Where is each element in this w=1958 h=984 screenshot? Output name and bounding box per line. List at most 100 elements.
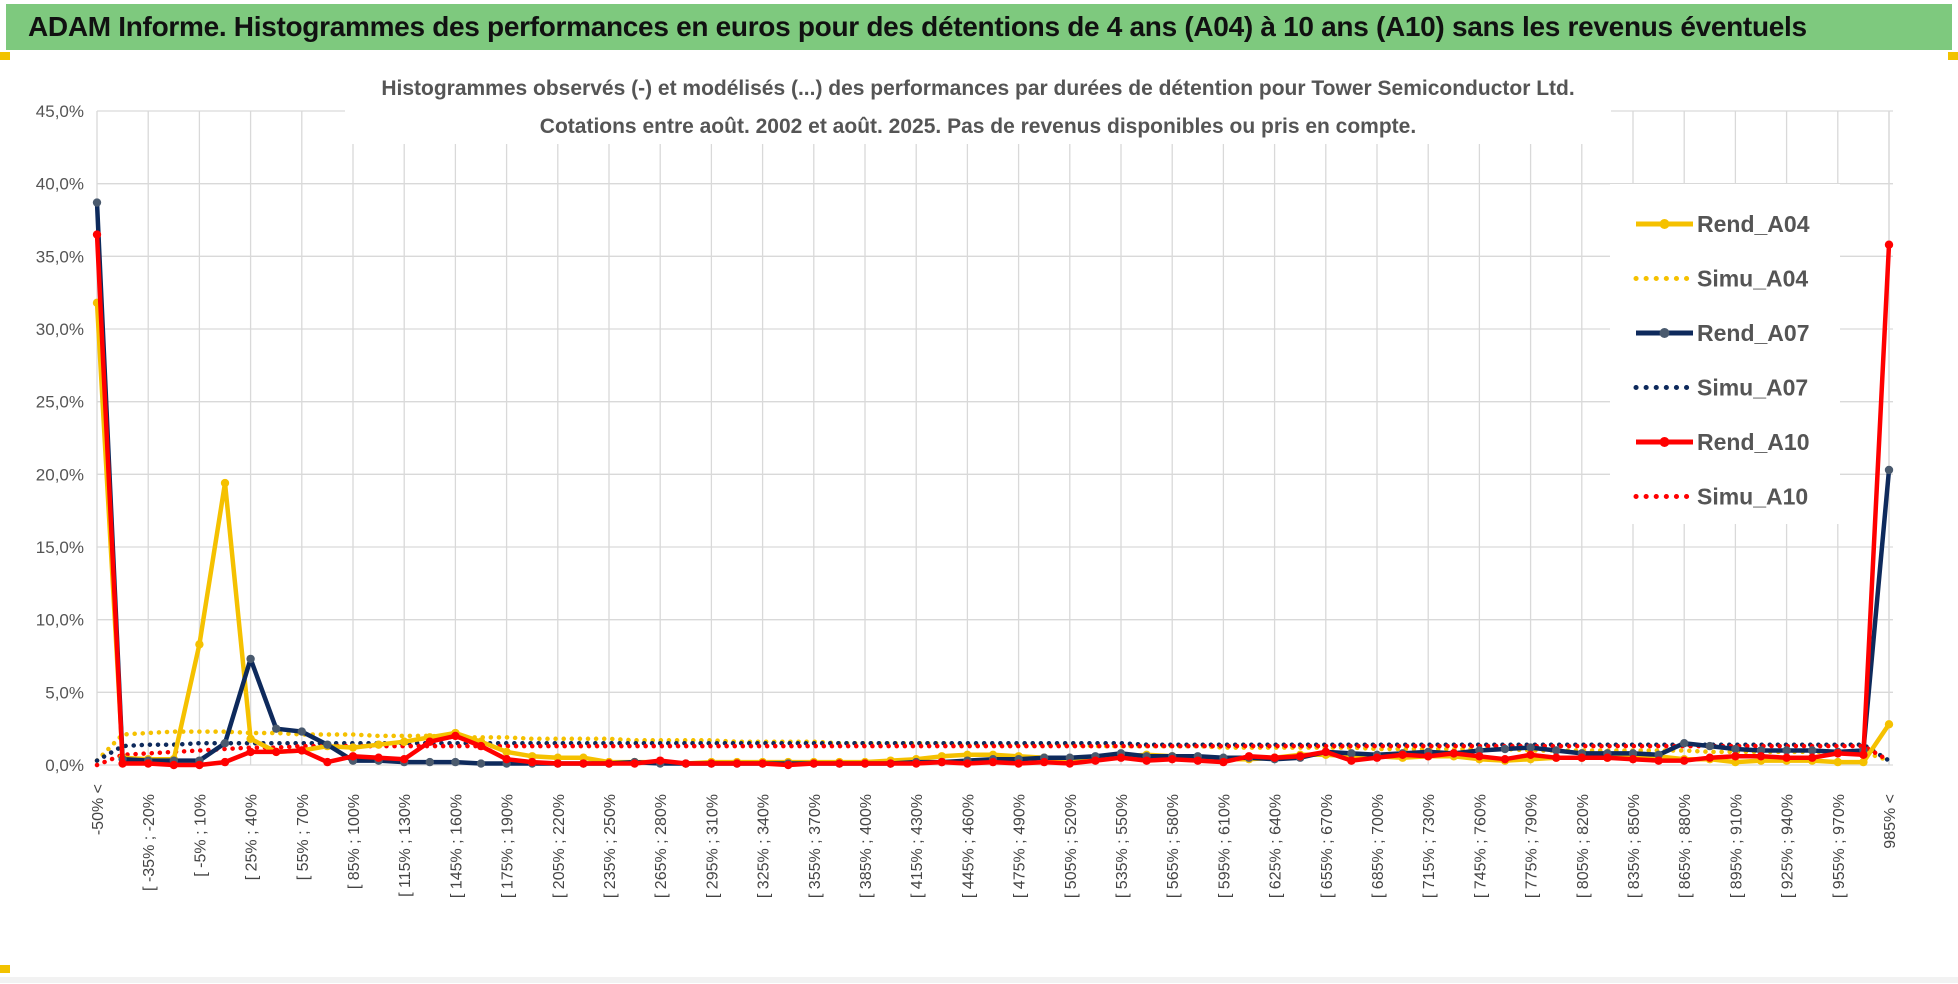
legend-background (1610, 184, 1840, 524)
data-point (400, 737, 409, 746)
data-point (912, 759, 921, 768)
data-point (1731, 757, 1740, 767)
data-point (784, 760, 793, 770)
legend-label: Rend_A10 (1697, 429, 1809, 455)
data-point (1193, 756, 1203, 765)
data-point (528, 757, 537, 767)
data-point (323, 757, 332, 767)
data-point (425, 737, 434, 746)
data-point (553, 753, 562, 762)
series-line-simu-a07 (94, 740, 1892, 763)
data-point (1065, 753, 1075, 762)
data-point (1398, 750, 1407, 760)
data-point (169, 760, 178, 770)
data-point (220, 478, 230, 488)
data-point (476, 741, 486, 751)
data-point (1782, 753, 1791, 762)
data-point (425, 757, 434, 767)
data-point (656, 756, 665, 765)
y-tick-label: 35,0% (36, 247, 84, 266)
x-tick-label: [ 265% ; 280% (653, 794, 670, 898)
y-tick-label: 5,0% (45, 683, 84, 702)
data-point (937, 752, 946, 761)
y-tick-label: 15,0% (36, 538, 84, 557)
data-point (297, 746, 306, 755)
data-point (374, 753, 383, 762)
x-tick-label: [ 115% ; 130% (397, 794, 414, 897)
legend-label: Simu_A10 (1697, 484, 1808, 510)
x-tick-label: [ 55% ; 70% (295, 794, 312, 880)
data-point (195, 640, 204, 649)
chart-area: Histogrammes observés (-) et modélisés (… (0, 54, 1958, 979)
x-tick-label: [ 235% ; 250% (602, 794, 619, 898)
data-point (502, 754, 511, 764)
title-background (345, 68, 1611, 144)
series-line-simu-a10 (94, 743, 1892, 768)
data-point (1014, 759, 1023, 768)
data-point (1040, 757, 1049, 767)
x-tick-label: [ 655% ; 670% (1319, 794, 1336, 898)
data-point (1756, 752, 1766, 761)
corner-mark (0, 965, 10, 973)
data-point (476, 759, 486, 768)
data-point (988, 757, 998, 767)
chart-subtitle: Cotations entre août. 2002 et août. 2025… (540, 115, 1416, 138)
x-tick-label: -50% < (90, 784, 107, 835)
data-point (1654, 756, 1663, 765)
data-point (374, 740, 383, 749)
data-point (835, 759, 844, 768)
x-tick-label: [ 625% ; 640% (1268, 794, 1285, 898)
data-point (297, 727, 306, 736)
data-point (1500, 744, 1510, 754)
data-point (1731, 752, 1740, 761)
data-point (1475, 752, 1484, 761)
data-point (1833, 757, 1843, 767)
x-tick-label: [ 145% ; 160% (448, 794, 465, 898)
data-point (1552, 753, 1561, 762)
y-tick-label: 45,0% (36, 102, 84, 121)
legend-marker (1659, 219, 1670, 229)
data-point (1500, 754, 1510, 764)
data-point (348, 752, 358, 761)
legend-label: Rend_A04 (1697, 211, 1810, 237)
chart-title: Histogrammes observés (-) et modélisés (… (381, 77, 1574, 100)
legend: Rend_A04 Simu_A04 Rend_A07 Simu_A07 Rend_A10… (1610, 184, 1840, 524)
data-point (92, 230, 102, 239)
x-tick-label: [ 385% ; 400% (858, 794, 875, 898)
data-point (1168, 754, 1177, 764)
header-band: ADAM Informe. Histogrammes des performan… (6, 4, 1952, 50)
x-tick-label: [ 775% ; 790% (1524, 794, 1541, 898)
data-point (809, 759, 818, 768)
data-point (1424, 752, 1433, 761)
data-point (246, 747, 255, 757)
data-point (1782, 746, 1791, 755)
data-point (1833, 749, 1843, 758)
data-point (272, 724, 281, 733)
data-point (579, 753, 588, 762)
x-tick-label: [ 565% ; 580% (1165, 794, 1182, 898)
page-title: ADAM Informe. Histogrammes des performan… (28, 11, 1807, 42)
x-tick-label: [ 445% ; 460% (960, 794, 977, 898)
data-point (1884, 465, 1894, 475)
legend-marker (1659, 437, 1670, 447)
data-point (1091, 756, 1100, 765)
data-point (348, 743, 358, 752)
data-point (246, 734, 255, 744)
x-tick-label: [ 685% ; 700% (1370, 794, 1387, 898)
x-tick-label: [ 85% ; 100% (346, 794, 363, 889)
x-tick-label: [ 835% ; 850% (1626, 794, 1643, 898)
data-point (630, 759, 639, 768)
data-point (323, 740, 332, 749)
data-point (886, 759, 895, 768)
data-point (1526, 743, 1535, 752)
x-tick-label: [ 415% ; 430% (909, 794, 926, 898)
x-tick-label: [ -35% ; -20% (141, 794, 158, 891)
data-point (1628, 749, 1638, 758)
data-point (1808, 753, 1817, 762)
x-tick-label: [ 25% ; 40% (244, 794, 261, 880)
data-point (1859, 757, 1868, 767)
data-point (1884, 720, 1894, 729)
data-point (1372, 753, 1382, 762)
x-tick-label: [ 745% ; 760% (1472, 794, 1489, 898)
